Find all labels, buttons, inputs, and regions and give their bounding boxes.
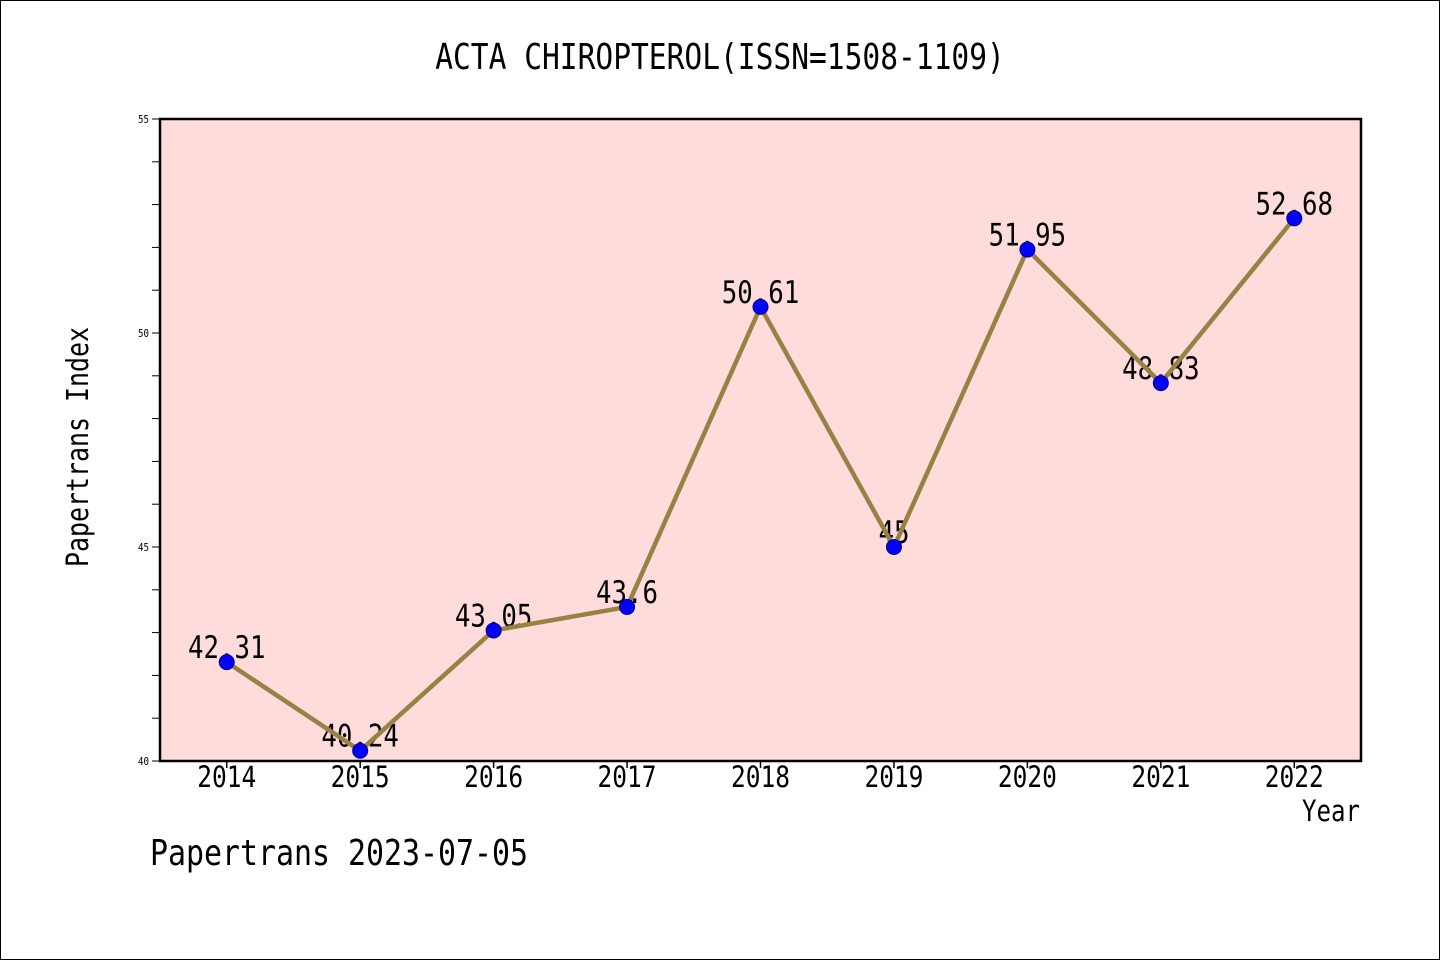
x-tick-label: 2020 xyxy=(998,760,1057,794)
y-tick-label: 45 xyxy=(138,541,149,554)
plot-area xyxy=(160,119,1361,761)
data-point xyxy=(1152,375,1169,392)
y-tick-label: 55 xyxy=(138,113,149,126)
y-tick-label: 50 xyxy=(138,327,149,340)
series-markers xyxy=(218,210,1303,759)
x-tick-label: 2016 xyxy=(464,760,523,794)
y-axis-tick-labels: 40 45 50 55 xyxy=(138,113,149,768)
x-tick-label: 2019 xyxy=(864,760,923,794)
x-tick-label: 2021 xyxy=(1131,760,1190,794)
y-axis-ticks xyxy=(152,118,160,762)
y-axis-label: Papertrans Index xyxy=(61,327,96,567)
data-point xyxy=(885,539,902,555)
chart-title: ACTA CHIROPTEROL(ISSN=1508-1109) xyxy=(435,37,1005,78)
x-tick-label: 2014 xyxy=(197,760,256,794)
data-point xyxy=(1019,241,1036,258)
x-axis-label: Year xyxy=(1302,794,1360,828)
y-tick-label: 40 xyxy=(138,755,149,768)
x-tick-label: 2018 xyxy=(731,760,790,794)
data-point xyxy=(352,742,369,759)
plot-frame xyxy=(158,117,1363,763)
footer-note: Papertrans 2023-07-05 xyxy=(150,833,528,874)
data-point xyxy=(619,598,636,615)
data-point xyxy=(218,654,235,671)
data-point xyxy=(485,622,502,639)
data-point xyxy=(1286,210,1303,227)
data-point xyxy=(752,298,769,315)
x-tick-label: 2022 xyxy=(1265,760,1324,794)
x-tick-label: 2015 xyxy=(331,760,390,794)
x-tick-label: 2017 xyxy=(598,760,657,794)
x-axis-tick-labels: 2014 2015 2016 2017 2018 2019 2020 2021 2022 xyxy=(197,760,1324,794)
